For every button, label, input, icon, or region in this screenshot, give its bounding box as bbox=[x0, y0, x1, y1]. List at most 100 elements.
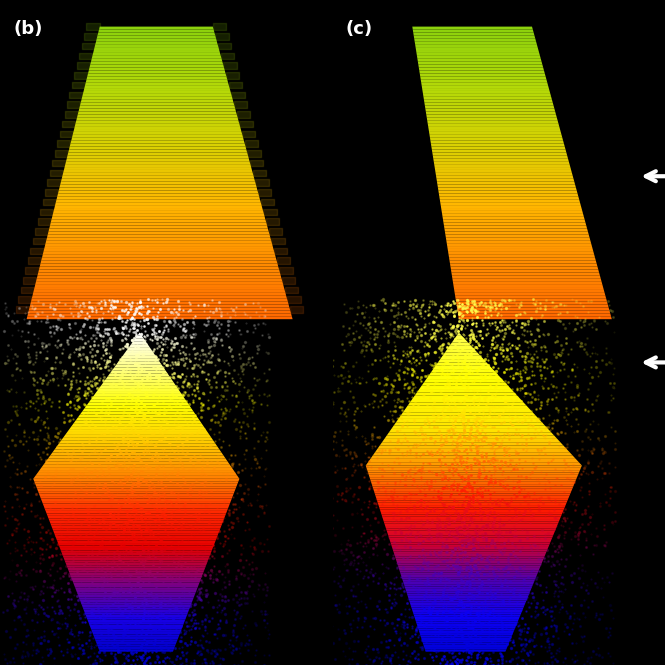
Polygon shape bbox=[430, 135, 563, 138]
Polygon shape bbox=[58, 190, 258, 194]
Polygon shape bbox=[454, 287, 604, 290]
Polygon shape bbox=[56, 538, 217, 541]
Polygon shape bbox=[58, 543, 215, 545]
Polygon shape bbox=[426, 112, 556, 114]
Polygon shape bbox=[404, 584, 533, 587]
Polygon shape bbox=[35, 473, 237, 476]
Polygon shape bbox=[127, 347, 152, 350]
Polygon shape bbox=[384, 524, 558, 526]
Polygon shape bbox=[78, 108, 236, 112]
Polygon shape bbox=[397, 563, 542, 565]
Polygon shape bbox=[80, 412, 196, 414]
Polygon shape bbox=[420, 636, 512, 638]
Polygon shape bbox=[456, 299, 607, 302]
Polygon shape bbox=[33, 290, 285, 293]
Polygon shape bbox=[62, 176, 254, 179]
Polygon shape bbox=[93, 634, 180, 637]
Polygon shape bbox=[370, 477, 577, 479]
Polygon shape bbox=[85, 82, 229, 85]
Polygon shape bbox=[92, 56, 221, 59]
Polygon shape bbox=[456, 302, 608, 305]
Polygon shape bbox=[418, 628, 515, 630]
Polygon shape bbox=[33, 479, 239, 481]
Polygon shape bbox=[426, 376, 502, 379]
Polygon shape bbox=[63, 173, 253, 176]
Polygon shape bbox=[444, 229, 588, 231]
Polygon shape bbox=[428, 129, 561, 132]
Polygon shape bbox=[437, 182, 575, 185]
Polygon shape bbox=[434, 161, 569, 164]
Polygon shape bbox=[97, 35, 216, 39]
Polygon shape bbox=[457, 307, 609, 311]
Polygon shape bbox=[51, 526, 221, 528]
Polygon shape bbox=[64, 558, 209, 561]
Polygon shape bbox=[87, 73, 226, 76]
Polygon shape bbox=[415, 41, 537, 44]
Polygon shape bbox=[46, 458, 227, 462]
Polygon shape bbox=[42, 255, 276, 258]
Polygon shape bbox=[417, 56, 541, 59]
Polygon shape bbox=[88, 622, 184, 624]
Polygon shape bbox=[434, 366, 493, 369]
Polygon shape bbox=[54, 533, 219, 535]
Polygon shape bbox=[446, 237, 591, 240]
Polygon shape bbox=[414, 39, 536, 41]
Polygon shape bbox=[436, 362, 489, 366]
Polygon shape bbox=[43, 252, 275, 255]
Polygon shape bbox=[98, 33, 215, 35]
Polygon shape bbox=[449, 255, 595, 258]
Polygon shape bbox=[51, 219, 266, 223]
Polygon shape bbox=[421, 79, 547, 82]
Polygon shape bbox=[74, 585, 199, 587]
Polygon shape bbox=[413, 612, 521, 614]
Polygon shape bbox=[69, 426, 205, 429]
Polygon shape bbox=[80, 602, 192, 604]
Polygon shape bbox=[133, 338, 146, 341]
Polygon shape bbox=[439, 194, 579, 196]
Polygon shape bbox=[37, 275, 281, 278]
Polygon shape bbox=[414, 617, 520, 619]
Polygon shape bbox=[61, 551, 212, 553]
Polygon shape bbox=[90, 627, 182, 630]
Polygon shape bbox=[78, 414, 198, 418]
Polygon shape bbox=[392, 549, 547, 552]
Polygon shape bbox=[82, 408, 194, 412]
Polygon shape bbox=[41, 261, 277, 263]
Polygon shape bbox=[41, 499, 232, 501]
Polygon shape bbox=[415, 392, 517, 396]
Polygon shape bbox=[31, 302, 289, 305]
Polygon shape bbox=[35, 483, 237, 486]
Polygon shape bbox=[27, 313, 292, 317]
Polygon shape bbox=[400, 573, 538, 575]
Polygon shape bbox=[39, 269, 280, 273]
Polygon shape bbox=[395, 556, 545, 559]
Polygon shape bbox=[84, 610, 189, 612]
Polygon shape bbox=[443, 217, 585, 219]
Polygon shape bbox=[90, 62, 223, 65]
Polygon shape bbox=[80, 102, 234, 106]
Polygon shape bbox=[60, 185, 257, 188]
Polygon shape bbox=[444, 223, 587, 225]
Polygon shape bbox=[35, 284, 284, 287]
Polygon shape bbox=[412, 27, 533, 29]
Polygon shape bbox=[455, 293, 605, 296]
Polygon shape bbox=[444, 225, 587, 229]
Polygon shape bbox=[36, 486, 237, 489]
Polygon shape bbox=[72, 132, 242, 135]
Polygon shape bbox=[414, 614, 521, 617]
Polygon shape bbox=[435, 170, 572, 173]
Polygon shape bbox=[120, 356, 158, 359]
Polygon shape bbox=[412, 608, 523, 610]
Polygon shape bbox=[52, 214, 265, 217]
Polygon shape bbox=[450, 261, 597, 263]
Polygon shape bbox=[108, 374, 170, 376]
Polygon shape bbox=[394, 554, 545, 556]
Polygon shape bbox=[426, 108, 555, 112]
Polygon shape bbox=[454, 290, 604, 293]
Polygon shape bbox=[370, 456, 576, 459]
Polygon shape bbox=[446, 240, 591, 243]
Polygon shape bbox=[456, 305, 608, 307]
Polygon shape bbox=[451, 269, 599, 273]
Polygon shape bbox=[380, 442, 563, 446]
Polygon shape bbox=[380, 509, 564, 512]
